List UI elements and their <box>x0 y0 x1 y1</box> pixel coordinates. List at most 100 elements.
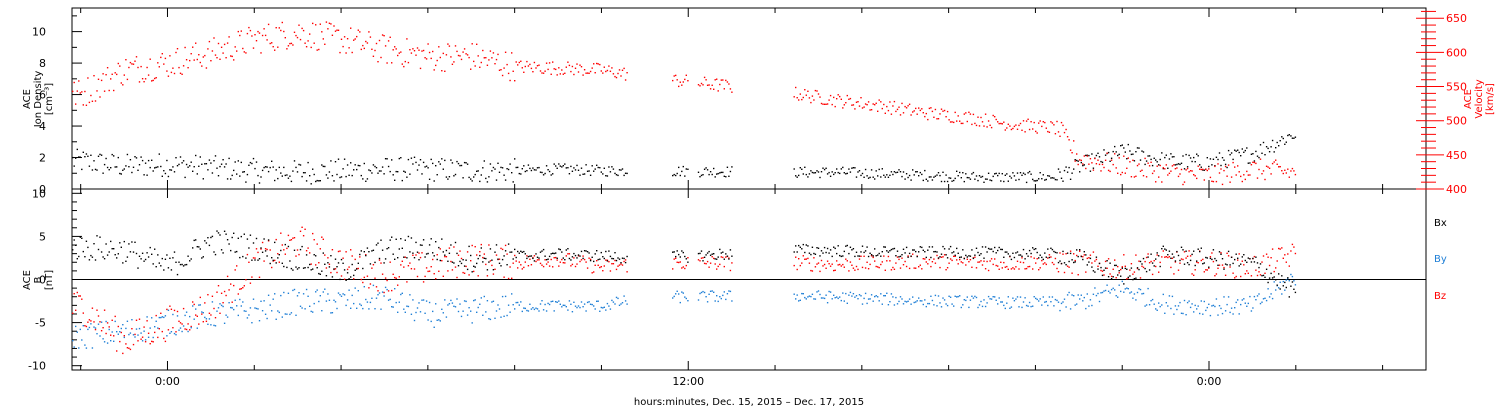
velocity-point <box>334 30 337 32</box>
bx-point <box>517 250 519 253</box>
density-point <box>977 179 979 182</box>
bz-point <box>804 258 806 260</box>
by-point <box>302 293 305 295</box>
by-point <box>977 306 979 309</box>
bz-point <box>316 243 318 245</box>
density-point <box>1114 145 1116 148</box>
density-point <box>975 175 978 177</box>
bz-point <box>919 264 921 266</box>
density-point <box>898 169 900 171</box>
bx-point <box>561 251 563 253</box>
bz-point <box>1150 260 1152 263</box>
velocity-point <box>925 112 927 115</box>
bz-point <box>93 321 95 323</box>
bx-point <box>164 258 167 260</box>
by-point <box>872 300 874 302</box>
bz-point <box>380 262 382 264</box>
bz-point <box>226 275 229 278</box>
bx-point <box>91 256 94 258</box>
velocity-point <box>1109 170 1111 173</box>
bx-point <box>719 248 721 251</box>
density-point <box>545 165 548 167</box>
bx-point <box>1240 263 1242 265</box>
bz-point <box>1221 264 1224 266</box>
by-point <box>1101 291 1104 294</box>
bx-point <box>714 258 716 260</box>
bz-point <box>365 254 367 256</box>
bz-point <box>848 270 850 272</box>
bx-point <box>939 256 941 258</box>
bz-point <box>574 265 577 268</box>
bz-point <box>823 263 826 266</box>
bz-point <box>1076 254 1078 257</box>
bz-point <box>1291 243 1294 246</box>
bz-point <box>552 266 554 268</box>
density-point <box>125 165 127 167</box>
by-point <box>1161 304 1163 306</box>
velocity-point <box>222 52 224 54</box>
by-point <box>372 284 375 287</box>
velocity-point <box>233 59 235 61</box>
velocity-point <box>795 86 797 89</box>
by-point <box>1155 308 1157 310</box>
bx-point <box>275 262 277 264</box>
bz-point <box>495 254 498 256</box>
bx-point <box>708 250 710 253</box>
velocity-point <box>1022 120 1025 122</box>
velocity-point <box>1095 163 1098 165</box>
by-point <box>843 300 845 302</box>
velocity-point <box>1083 155 1085 157</box>
bz-point <box>520 264 522 266</box>
by-point <box>450 299 452 302</box>
bx-point <box>870 254 873 256</box>
bz-point <box>389 261 391 263</box>
velocity-point <box>1088 163 1090 165</box>
by-point <box>1030 305 1032 308</box>
velocity-point <box>972 113 975 116</box>
density-point <box>597 166 599 169</box>
velocity-point <box>263 28 265 30</box>
bz-point <box>567 253 569 255</box>
velocity-point <box>346 38 349 40</box>
by-point <box>1253 295 1256 298</box>
density-point <box>1013 175 1016 177</box>
bx-point <box>905 246 908 249</box>
bx-point <box>854 255 856 258</box>
by-point <box>579 306 581 309</box>
velocity-point <box>597 63 599 65</box>
by-point <box>363 286 365 288</box>
velocity-point <box>1001 123 1003 125</box>
by-point <box>143 330 145 332</box>
velocity-point <box>898 106 900 108</box>
bz-point <box>99 321 101 323</box>
by-point <box>1275 289 1277 291</box>
velocity-point <box>1151 172 1154 175</box>
velocity-point <box>1253 161 1256 164</box>
bz-point <box>934 262 937 264</box>
velocity-point <box>1155 181 1157 183</box>
velocity-point <box>1267 166 1269 168</box>
bx-point <box>267 239 270 241</box>
bz-point <box>301 226 303 228</box>
velocity-point <box>820 102 823 105</box>
bx-point <box>1243 254 1245 256</box>
density-point <box>1161 152 1163 154</box>
by-point <box>78 347 80 349</box>
bz-point <box>555 256 557 259</box>
by-point <box>597 300 599 302</box>
bz-point <box>685 264 687 267</box>
velocity-point <box>269 42 271 45</box>
bx-point <box>135 252 138 255</box>
bz-point <box>1250 275 1253 277</box>
bz-point <box>538 259 540 261</box>
velocity-point <box>442 52 444 55</box>
bz-point <box>122 352 124 355</box>
bx-point <box>1071 259 1073 261</box>
density-point <box>512 181 514 183</box>
velocity-point <box>1256 177 1259 179</box>
by-point <box>1019 296 1022 298</box>
velocity-point <box>389 36 391 38</box>
velocity-point <box>488 59 490 61</box>
by-point <box>1235 301 1237 304</box>
by-point <box>1262 298 1265 300</box>
